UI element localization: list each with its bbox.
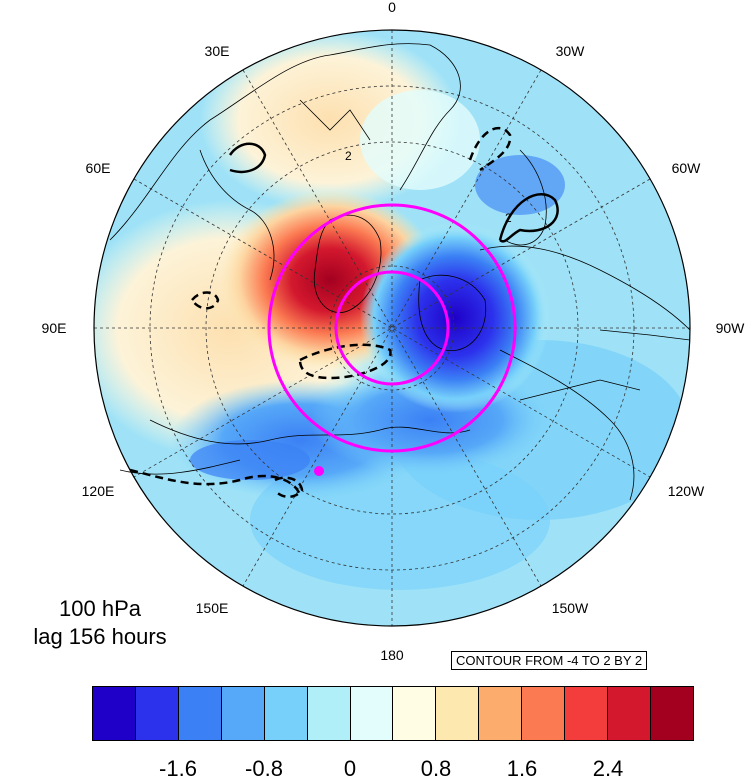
colorbar-tick-label: 0 [343, 756, 357, 781]
colorbar-tick-label: 2.4 [592, 756, 624, 781]
lon-label-30e: 30E [205, 43, 230, 59]
coastlines [109, 43, 691, 501]
colorbar-box [93, 687, 136, 740]
colorbar-box [565, 687, 609, 740]
colorbar-box [522, 687, 566, 740]
colorbar-tick-label: -0.8 [245, 756, 283, 781]
colorbar-box [178, 687, 222, 740]
location-marker [314, 466, 324, 476]
colorbar-tick-label: -1.6 [159, 756, 197, 781]
colorbar-box [436, 687, 480, 740]
lon-label-120w: 120W [668, 483, 705, 499]
contour-info-box: CONTOUR FROM -4 TO 2 BY 2 [451, 651, 648, 670]
lon-label-120e: 120E [82, 483, 115, 499]
lon-label-60w: 60W [672, 160, 702, 176]
lon-label-150e: 150E [196, 600, 229, 616]
contour-label: 2 [345, 149, 352, 163]
colorbar-box [221, 687, 265, 740]
lon-label-150w: 150W [552, 600, 589, 616]
lag-title: lag 156 hours [33, 624, 167, 649]
highlight-circles [267, 203, 517, 453]
colorbar-box [350, 687, 394, 740]
colorbar-tick-label: 1.6 [506, 756, 538, 781]
colorbar-box [479, 687, 523, 740]
pressure-level-title: 100 hPa [59, 596, 141, 621]
colorbar [92, 686, 694, 741]
contour-lines: 2 2 [129, 126, 559, 498]
contour-label: 2 [505, 211, 512, 225]
colorbar-box [135, 687, 179, 740]
colorbar-box [608, 687, 651, 740]
lon-label-30w: 30W [556, 43, 586, 59]
lon-label-0: 0 [388, 0, 396, 15]
colorbar-box [307, 687, 351, 740]
lon-label-90w: 90W [716, 320, 746, 336]
colorbar-box [650, 687, 693, 740]
colorbar-box [264, 687, 308, 740]
lon-label-60e: 60E [86, 160, 111, 176]
colorbar-tick-label: 0.8 [420, 756, 452, 781]
lon-label-180: 180 [380, 647, 404, 663]
lon-label-90e: 90E [42, 320, 67, 336]
colorbar-box [393, 687, 437, 740]
map-boundary [93, 29, 691, 627]
